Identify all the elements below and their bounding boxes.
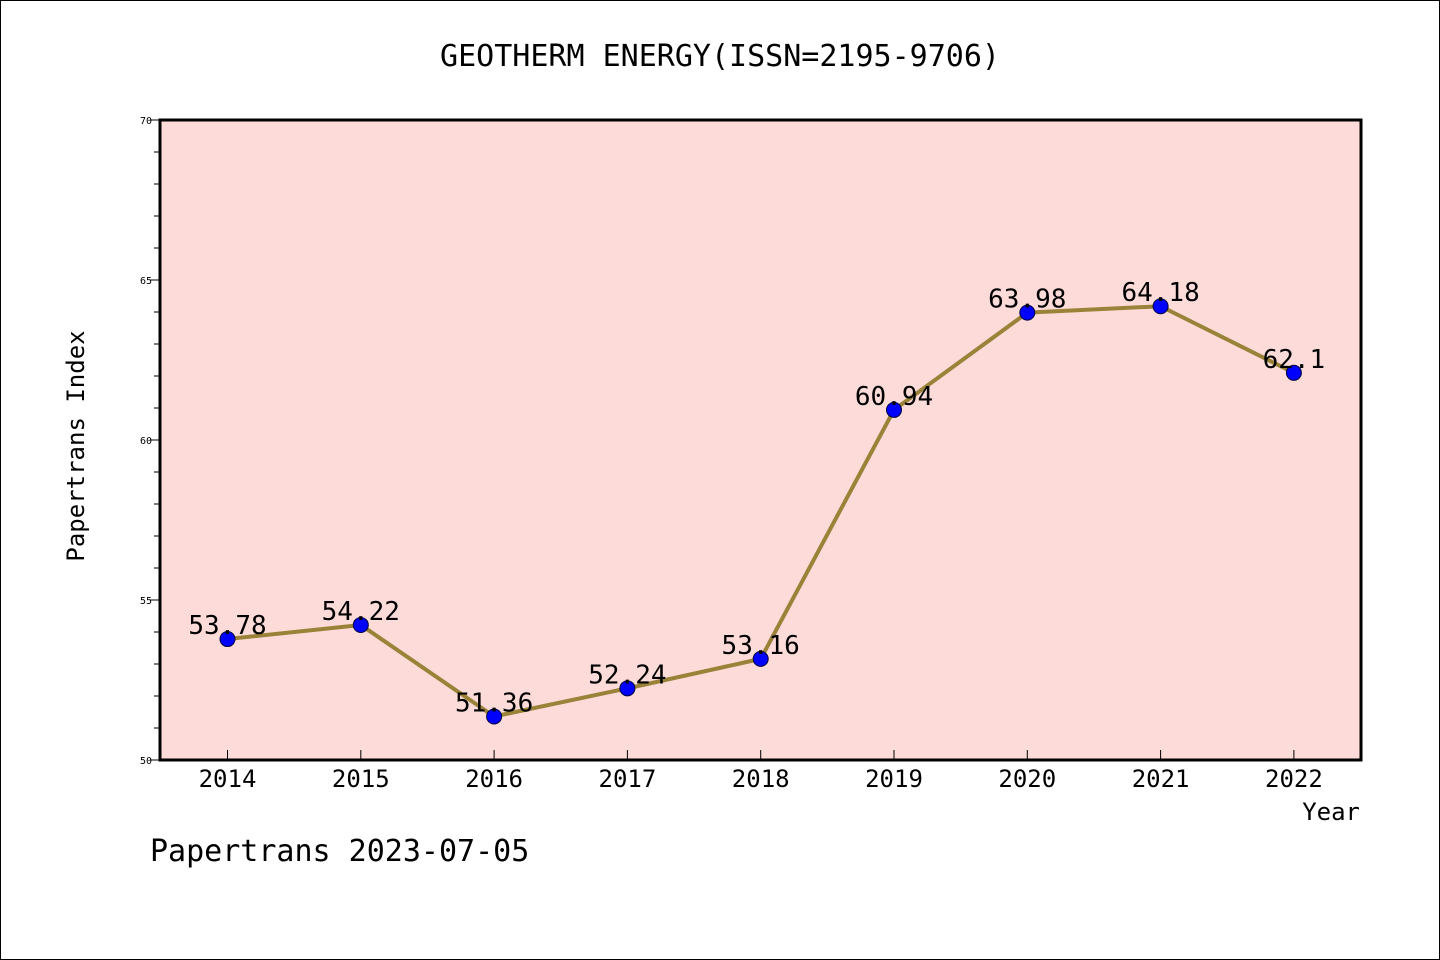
data-label: 52.24: [588, 660, 666, 690]
data-label: 60.94: [855, 382, 933, 412]
x-tick-label: 2021: [1132, 765, 1190, 793]
data-point: [219, 631, 236, 648]
data-label: 53.16: [722, 631, 800, 661]
x-tick-label: 2017: [599, 765, 657, 793]
data-label: 62.1: [1263, 345, 1326, 375]
data-point: [752, 650, 769, 667]
chart-title: GEOTHERM ENERGY(ISSN=2195-9706): [440, 39, 1000, 74]
y-axis-label: Papertrans Index: [62, 330, 90, 561]
data-label: 54.22: [322, 597, 400, 627]
data-label: 64.18: [1121, 278, 1199, 308]
x-tick-label: 2018: [732, 765, 790, 793]
data-label: 51.36: [455, 688, 533, 718]
data-point: [486, 708, 503, 725]
y-tick-label: 70: [140, 116, 152, 127]
footer-note: Papertrans 2023-07-05: [150, 834, 530, 869]
series-line: [219, 298, 1302, 725]
x-tick-label: 2016: [465, 765, 523, 793]
x-tick-label: 2015: [332, 765, 390, 793]
x-tick-label: 2020: [998, 765, 1056, 793]
data-labels: 53.78 54.22 51.36 52.24 53.16 60.94 63.98 64.18…: [188, 278, 1325, 718]
data-point: [1152, 298, 1169, 315]
y-tick-label: 65: [140, 276, 152, 287]
x-axis: 2014 2015 2016 2017 2018 2019 2020 2021 2022: [199, 750, 1323, 793]
data-label: 63.98: [988, 285, 1066, 315]
y-tick-label: 50: [140, 756, 152, 767]
x-axis-label: Year: [1302, 798, 1360, 826]
y-tick-label: 60: [140, 436, 152, 447]
x-tick-label: 2014: [199, 765, 257, 793]
y-axis: 50 55 60 65 70: [140, 116, 160, 767]
data-point: [886, 401, 902, 418]
x-tick-label: 2022: [1265, 765, 1323, 793]
data-label: 53.78: [188, 611, 266, 641]
data-point: [1019, 304, 1036, 321]
x-tick-label: 2019: [865, 765, 923, 793]
data-point: [619, 680, 636, 697]
y-tick-label: 55: [140, 596, 152, 607]
data-point: [1285, 364, 1302, 381]
data-point: [352, 616, 369, 633]
